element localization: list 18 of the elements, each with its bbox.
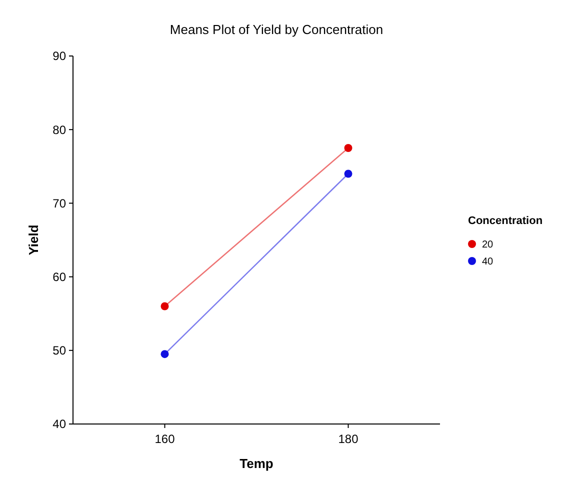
- x-tick-label: 180: [338, 432, 359, 446]
- point: [344, 144, 352, 152]
- legend-title: Concentration: [468, 215, 543, 227]
- point: [344, 170, 352, 178]
- x-tick-label: 160: [154, 432, 176, 446]
- chart-title: Means Plot of Yield by Concentration: [170, 22, 384, 37]
- point: [160, 302, 169, 310]
- y-tick-label: 50: [52, 344, 66, 358]
- y-tick-label: 90: [52, 49, 66, 64]
- y-axis-title: Yield: [26, 224, 41, 256]
- y-tick-label: 70: [52, 196, 66, 210]
- y-tick-label: 60: [52, 270, 66, 284]
- y-tick-label: 40: [52, 417, 66, 432]
- legend-label: 40: [482, 256, 494, 268]
- x-axis-title: Temp: [240, 456, 274, 471]
- point: [160, 350, 169, 358]
- legend-label: 20: [482, 240, 494, 250]
- y-tick-label: 80: [52, 122, 66, 137]
